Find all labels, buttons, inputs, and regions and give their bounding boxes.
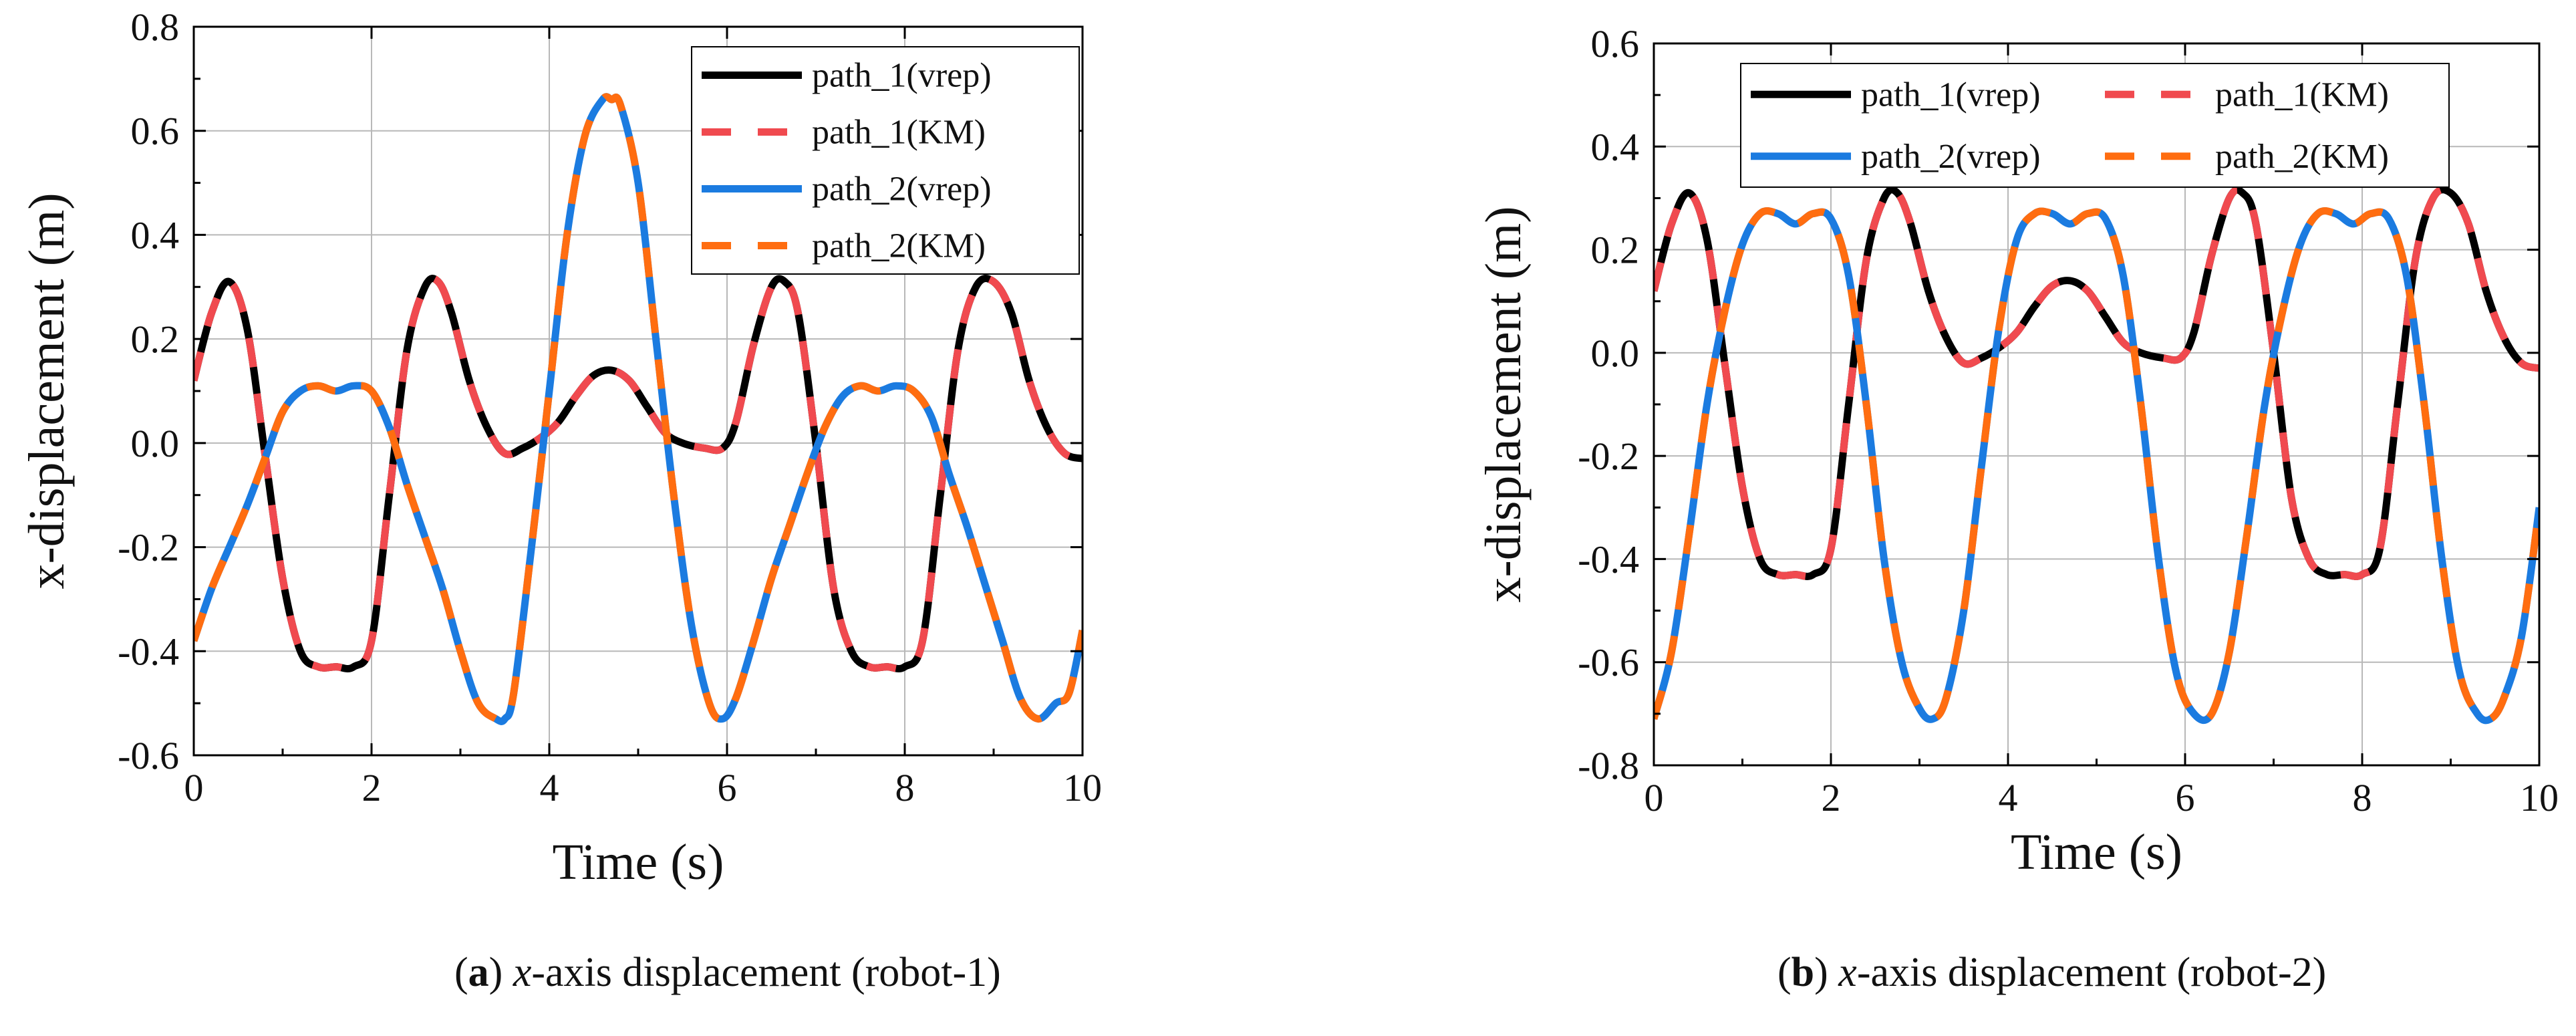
panel-b-ytick-label: 0.0 [1591, 332, 1640, 375]
panel-a-xtick-label: 10 [1063, 766, 1102, 809]
panel-b-xtick-label: 6 [2176, 776, 2195, 819]
panel-a-x-axis-title: Time (s) [553, 834, 724, 890]
panel-b-ytick-label: 0.6 [1591, 22, 1640, 66]
panel-a-ytick-label: -0.6 [118, 734, 179, 777]
panel-b-ytick-label: -0.6 [1578, 641, 1639, 684]
panel-b-series-path-1-km [1654, 186, 2539, 580]
panel-b-ytick-label: 0.4 [1591, 125, 1640, 168]
panel-b-xtick-label: 2 [1822, 776, 1841, 819]
panel-a-legend-label-path-2-km: path_2(KM) [812, 227, 986, 265]
caption-b-text: -axis displacement (robot-2) [1856, 950, 2327, 995]
panel-b-series-path-1-vrep [1654, 186, 2539, 580]
panel-b-xtick-label: 8 [2353, 776, 2372, 819]
panel-a-ytick-label: 0.6 [131, 110, 180, 153]
caption-a-var: x [513, 950, 532, 995]
panel-a-series-path-1-km [194, 275, 1083, 672]
panel-b-series-group [1654, 186, 2539, 725]
panel-a-xtick-label: 0 [184, 766, 204, 809]
panel-a-legend: path_1(vrep) path_1(KM) path_2(vrep) path_2… [691, 46, 1080, 275]
panel-b-ytick-label: -0.8 [1578, 744, 1639, 787]
panel-b-y-axis-title: x-displacement (m) [1475, 206, 1532, 602]
panel-b-ytick-label: -0.4 [1578, 537, 1639, 581]
panel-a-y-axis-title: x-displacement (m) [19, 192, 75, 589]
panel-b-ytick-label: -0.2 [1578, 434, 1639, 478]
caption-a-text: -axis displacement (robot-1) [531, 950, 1001, 995]
panel-b-series-path-2-vrep [1654, 207, 2539, 725]
panel-b-series-path-2-km [1654, 207, 2539, 725]
panel-b-xtick-label: 4 [1999, 776, 2018, 819]
panel-a-legend-label-path-2-vrep: path_2(vrep) [812, 170, 992, 209]
panel-a-ytick-label: 0.8 [131, 5, 180, 49]
panel-a-legend-box [691, 46, 1080, 275]
panel-a-ytick-label: -0.2 [118, 526, 179, 569]
panel-a-xtick-label: 6 [718, 766, 737, 809]
caption-b-letter: b [1791, 950, 1815, 995]
panel-a-ytick-label: 0.2 [131, 317, 180, 361]
caption-a: (a) x-axis displacement (robot-1) [454, 950, 1001, 995]
panel-a-legend-label-path-1-km: path_1(KM) [812, 114, 986, 152]
panel-a-ytick-label: 0.0 [131, 422, 180, 465]
panel-a-series-path-2-km [194, 93, 1083, 725]
panel-a-legend-label-path-1-vrep: path_1(vrep) [812, 57, 992, 95]
panel-b-legend: path_1(vrep) path_1(KM) path_2(vrep) path_2… [1740, 63, 2450, 188]
caption-a-letter: a [468, 950, 489, 995]
panel-a-ytick-label: 0.4 [131, 213, 180, 257]
panel-b-xtick-label: 10 [2520, 776, 2559, 819]
panel-b-legend-label-path-1-km: path_1(KM) [2215, 76, 2389, 114]
caption-b-var: x [1838, 950, 1857, 995]
panel-b-legend-label-path-2-vrep: path_2(vrep) [1861, 138, 2041, 176]
panel-b-legend-box [1740, 63, 2450, 188]
panel-a-xtick-label: 8 [895, 766, 915, 809]
caption-b: (b) x-axis displacement (robot-2) [1777, 950, 2327, 995]
panel-a-series-group [194, 93, 1083, 725]
panel-b-xtick-label: 0 [1644, 776, 1664, 819]
panel-a-ytick-label: -0.4 [118, 630, 179, 673]
panel-a-xtick-label: 4 [540, 766, 559, 809]
panel-a-xtick-label: 2 [362, 766, 382, 809]
panel-b-legend-label-path-2-km: path_2(KM) [2215, 138, 2389, 176]
panel-b-ytick-label: 0.2 [1591, 229, 1640, 272]
panel-a-chart: 0 2 4 6 8 10 -0.6 -0.4 -0.2 0.0 0.2 0.4 0.6 0.8 Time (… [19, 5, 1102, 890]
panel-b-chart: 0 2 4 6 8 10 -0.8 -0.6 -0.4 -0.2 0.0 0.2 0.4 0.6 Time … [1475, 22, 2559, 880]
panel-b-x-axis-title: Time (s) [2011, 824, 2182, 880]
panel-b-legend-label-path-1-vrep: path_1(vrep) [1861, 76, 2041, 114]
